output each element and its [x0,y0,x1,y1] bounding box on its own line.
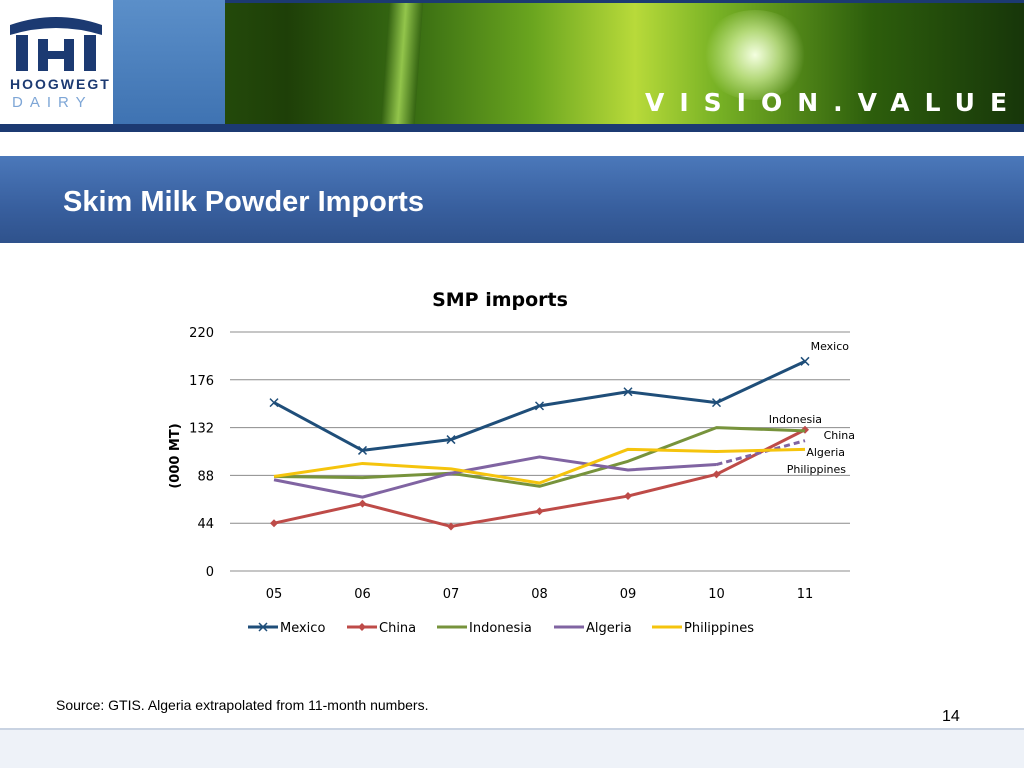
page-number: 14 [942,708,960,725]
logo-wordmark: HOOGWEGT [10,76,111,92]
series-algeria [273,439,806,499]
series-line [273,455,717,499]
company-logo: HOOGWEGT DAIRY [0,0,113,124]
series-china [270,425,809,531]
banner-bottom-rule [0,124,1024,132]
legend-item-indonesia: Indonesia [437,621,532,636]
source-note: Source: GTIS. Algeria extrapolated from … [56,697,429,713]
legend-label: Indonesia [469,621,532,636]
y-tick-label: 132 [189,422,214,437]
logo-blue-stripe [113,0,225,124]
data-point [712,470,721,479]
banner-light-glow [700,10,810,100]
footer-band [0,730,1024,768]
title-band [0,156,1024,243]
legend-marker [358,623,366,631]
data-point [446,435,456,445]
series-line [273,447,806,485]
end-label-mexico: Mexico [811,340,850,353]
x-tick-label: 10 [708,587,725,602]
banner-top-rule [0,0,1024,3]
x-tick-label: 11 [797,587,814,602]
data-point [270,519,278,528]
data-point [269,398,279,408]
series-indonesia [273,426,806,488]
legend-label: Algeria [586,621,632,636]
data-point [447,522,455,531]
x-tick-label: 07 [443,587,460,602]
legend-label: Mexico [280,621,325,636]
x-tick-label: 05 [266,587,283,602]
logo-subwordmark: DAIRY [12,94,93,111]
y-tick-label: 44 [197,517,214,532]
x-tick-label: 06 [354,587,371,602]
legend-item-china: China [347,621,416,636]
x-tick-label: 09 [620,587,637,602]
end-label-indonesia: Indonesia [769,413,822,426]
y-axis-label: (000 MT) [168,423,183,488]
legend-item-algeria: Algeria [554,621,632,636]
y-tick-label: 220 [189,326,214,341]
data-point [623,387,633,397]
data-point [711,398,722,408]
footer-rule [0,728,1024,730]
data-point [800,356,810,366]
smp-imports-chart: SMP imports (000 MT) 220 176 132 88 44 0 05 06… [168,289,855,636]
x-tick-label: 08 [531,587,548,602]
data-point [624,492,632,501]
series-mexico [269,356,810,455]
series-philippines [273,447,806,485]
series-line [273,426,806,488]
end-label-philippines: Philippines [787,463,847,476]
legend-marker [258,622,268,632]
legend-label: China [379,621,416,636]
logo-mark-icon [10,17,102,71]
legend-item-mexico: Mexico [248,621,325,636]
data-point [535,507,544,516]
y-tick-label: 88 [197,469,214,484]
y-tick-label: 0 [206,565,214,580]
slide-title: Skim Milk Powder Imports [63,186,424,218]
brand-tagline: VISION.VALUE. [645,88,1024,117]
data-point [534,401,545,411]
data-point [357,445,368,455]
end-label-china: China [824,429,855,442]
legend-item-philippines: Philippines [652,621,754,636]
y-tick-label: 176 [189,374,214,389]
title-gap [0,132,1024,156]
legend-label: Philippines [684,621,754,636]
chart-title: SMP imports [432,289,568,311]
end-label-algeria: Algeria [806,446,845,459]
header-banner: HOOGWEGT DAIRY VISION.VALUE. [0,0,1024,132]
data-point [358,499,367,508]
series-dashed-segment [716,439,806,466]
